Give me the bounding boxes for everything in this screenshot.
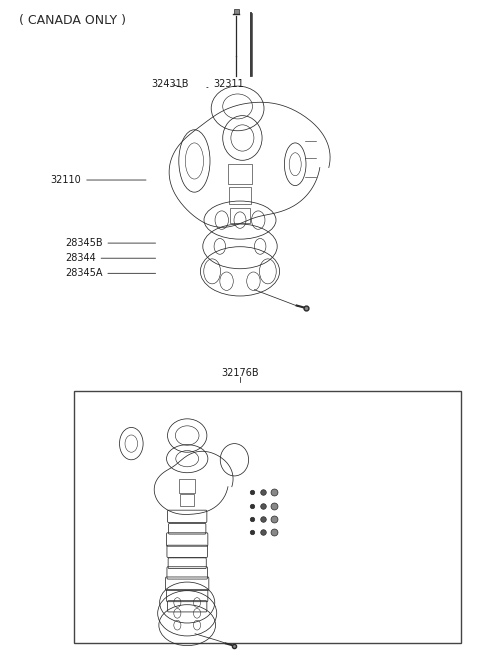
Bar — [74, 391, 461, 643]
Text: 32176B: 32176B — [221, 368, 259, 378]
Text: 32311: 32311 — [207, 79, 244, 89]
Bar — [180, 494, 194, 506]
Bar — [180, 479, 195, 493]
Text: 32110: 32110 — [50, 175, 146, 185]
Text: 28344: 28344 — [65, 253, 156, 263]
FancyBboxPatch shape — [234, 9, 239, 14]
Text: 28345A: 28345A — [65, 268, 156, 279]
Text: ( CANADA ONLY ): ( CANADA ONLY ) — [19, 14, 126, 28]
Bar — [230, 208, 250, 223]
Bar — [229, 187, 251, 204]
Text: 28345B: 28345B — [65, 238, 156, 248]
Bar — [228, 164, 252, 184]
Text: 32431B: 32431B — [151, 79, 189, 89]
